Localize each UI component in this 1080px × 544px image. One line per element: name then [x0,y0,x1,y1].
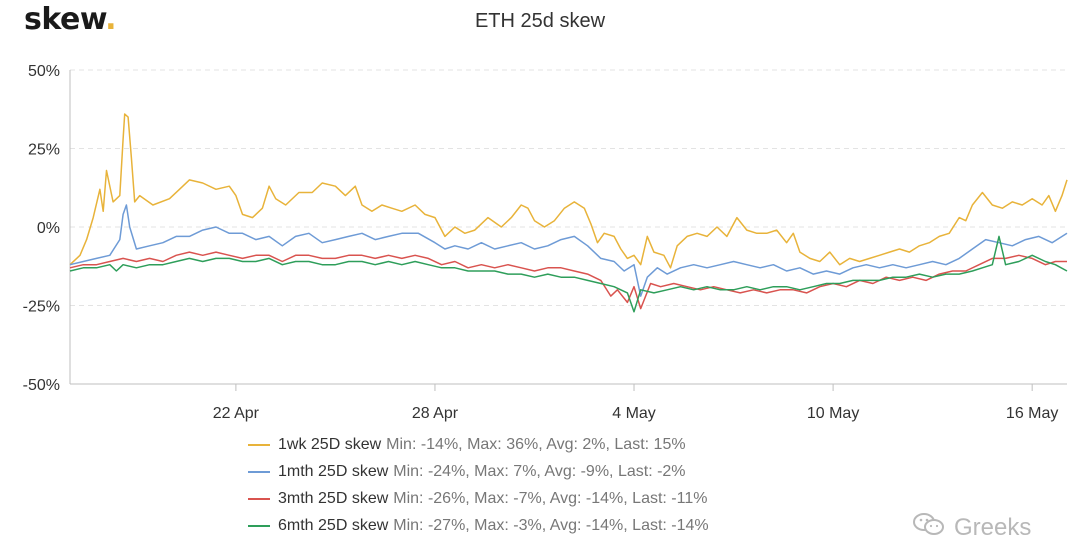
chart-legend: 1wk 25D skew Min: -14%, Max: 36%, Avg: 2%… [248,431,709,539]
legend-series-name: 3mth 25D skew [278,489,389,507]
legend-series-stats: Min: -14%, Max: 36%, Avg: 2%, Last: 15% [386,435,686,453]
legend-item[interactable]: 6mth 25D skew Min: -27%, Max: -3%, Avg: -… [248,512,709,539]
legend-item[interactable]: 1wk 25D skew Min: -14%, Max: 36%, Avg: 2%… [248,431,709,458]
legend-item[interactable]: 3mth 25D skew Min: -26%, Max: -7%, Avg: -… [248,485,709,512]
legend-series-name: 1wk 25D skew [278,435,382,453]
series-line-1mth [69,204,1068,297]
watermark: Greeks [912,511,1031,544]
wechat-icon [912,511,946,544]
x-tick-label: 10 May [807,405,859,422]
legend-series-stats: Min: -26%, Max: -7%, Avg: -14%, Last: -1… [393,489,708,507]
chart-title: ETH 25d skew [474,10,606,32]
x-tick-label: 22 Apr [213,405,260,422]
logo-dot: . [105,2,117,37]
series-line-1wk [69,113,1068,269]
y-tick-label: 25% [28,142,60,159]
legend-item[interactable]: 1mth 25D skew Min: -24%, Max: 7%, Avg: -9… [248,458,709,485]
y-tick-label: -25% [23,299,60,316]
y-tick-label: 50% [28,63,60,80]
legend-series-name: 6mth 25D skew [278,516,389,534]
legend-series-stats: Min: -24%, Max: 7%, Avg: -9%, Last: -2% [393,462,686,480]
legend-swatch [248,443,270,446]
logo-text: skew [24,2,106,37]
legend-swatch [248,497,270,500]
legend-series-name: 1mth 25D skew [278,462,389,480]
series-line-3mth [69,251,1067,310]
legend-swatch [248,470,270,473]
series-line-6mth [69,235,1068,313]
watermark-text: Greeks [954,513,1032,541]
y-tick-label: 0% [37,220,60,237]
x-tick-label: 16 May [1006,405,1058,422]
legend-series-stats: Min: -27%, Max: -3%, Avg: -14%, Last: -1… [393,516,709,534]
legend-swatch [248,524,270,527]
y-tick-label: -50% [23,377,60,394]
x-tick-label: 4 May [612,405,656,422]
skew-logo: skew. [24,2,117,37]
x-tick-label: 28 Apr [412,405,459,422]
